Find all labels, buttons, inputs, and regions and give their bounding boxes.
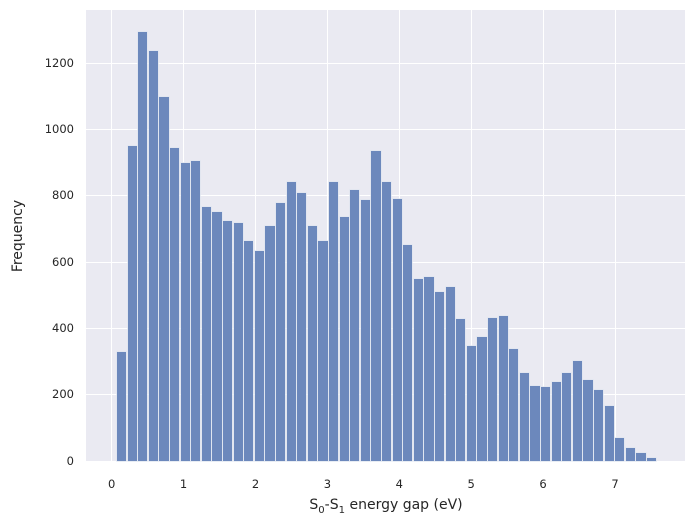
v-gridline [614,10,616,461]
y-axis-label: Frequency [10,199,26,273]
histogram-bar [593,390,604,461]
histogram-bar [360,200,371,461]
v-gridline [111,10,113,461]
y-tick-label: 200 [52,387,74,402]
histogram-bar [170,147,180,461]
x-tick-label: 4 [395,477,403,491]
histogram-bar [572,360,582,461]
histogram-bar [498,316,508,461]
histogram-bar [318,240,328,461]
histogram-bar [159,97,169,461]
histogram-bar [265,226,275,461]
x-tick-label: 7 [611,477,619,491]
histogram-bar [456,319,466,461]
histogram-bar [254,251,265,461]
histogram-bar [646,458,657,461]
h-gridline [86,129,685,131]
histogram-bar [509,349,519,461]
histogram-bar [382,181,392,461]
histogram-bar [413,279,423,461]
histogram-bar [392,199,402,461]
x-axis-label-subscript: 0 [318,504,325,516]
v-gridline [255,10,256,461]
v-gridline [470,10,472,461]
histogram-bar [191,161,201,461]
histogram-bar [350,189,360,461]
histogram-bar [371,150,381,461]
x-tick-label: 2 [251,477,260,491]
v-gridline [542,10,544,461]
histogram-bar [329,181,339,461]
y-tick-label: 800 [52,188,74,203]
x-tick-label: 3 [323,477,332,491]
y-tick-label: 0 [66,453,74,468]
histogram-bar [551,381,561,461]
histogram-bar [180,163,190,461]
v-gridline [326,10,328,461]
histogram-bar [435,291,445,461]
x-axis-label-subscript: 1 [338,504,346,516]
y-tick-label: 1000 [44,122,74,137]
histogram-bar [519,372,529,461]
histogram-bar [530,385,540,461]
histogram-bar [201,207,212,461]
histogram-bar [138,32,148,461]
histogram-bar [117,351,127,461]
histogram-bar [127,146,137,461]
histogram-bar [604,405,614,461]
histogram-bar [562,373,572,461]
x-axis-label-text: energy gap (eV) [345,497,463,513]
h-gridline [86,62,685,64]
histogram-bar [244,240,254,461]
histogram-bar [286,181,296,461]
x-tick-label: 0 [108,477,116,491]
histogram-bar [583,380,593,461]
x-tick-label: 1 [179,477,188,491]
histogram-bar [625,448,635,461]
histogram-bar [339,216,349,461]
histogram-bar [615,438,625,461]
histogram-bar [148,50,159,461]
y-tick-label: 1200 [44,55,74,70]
histogram-bar [477,336,487,461]
x-axis-label-text: -S [324,497,339,513]
histogram-bar [424,276,434,461]
histogram-bar [403,245,413,461]
y-tick-label: 400 [52,320,74,335]
histogram-bar [307,226,318,461]
histogram-bar [636,453,646,461]
plot-area [86,10,685,461]
histogram-bar [540,386,551,461]
histogram-bar [466,345,476,461]
x-axis-label-text: S [309,497,319,513]
x-axis-label: S0-S1 energy gap (eV) [186,496,586,520]
x-tick-label: 6 [539,477,547,491]
histogram-bar [445,286,455,461]
x-tick-label: 5 [467,477,475,491]
histogram-bar [212,211,222,461]
y-tick-label: 600 [52,254,74,269]
histogram-bar [297,193,307,461]
histogram-bar [488,318,498,461]
histogram-bar [233,222,243,461]
histogram-bar [276,203,286,461]
histogram-bar [223,220,233,461]
